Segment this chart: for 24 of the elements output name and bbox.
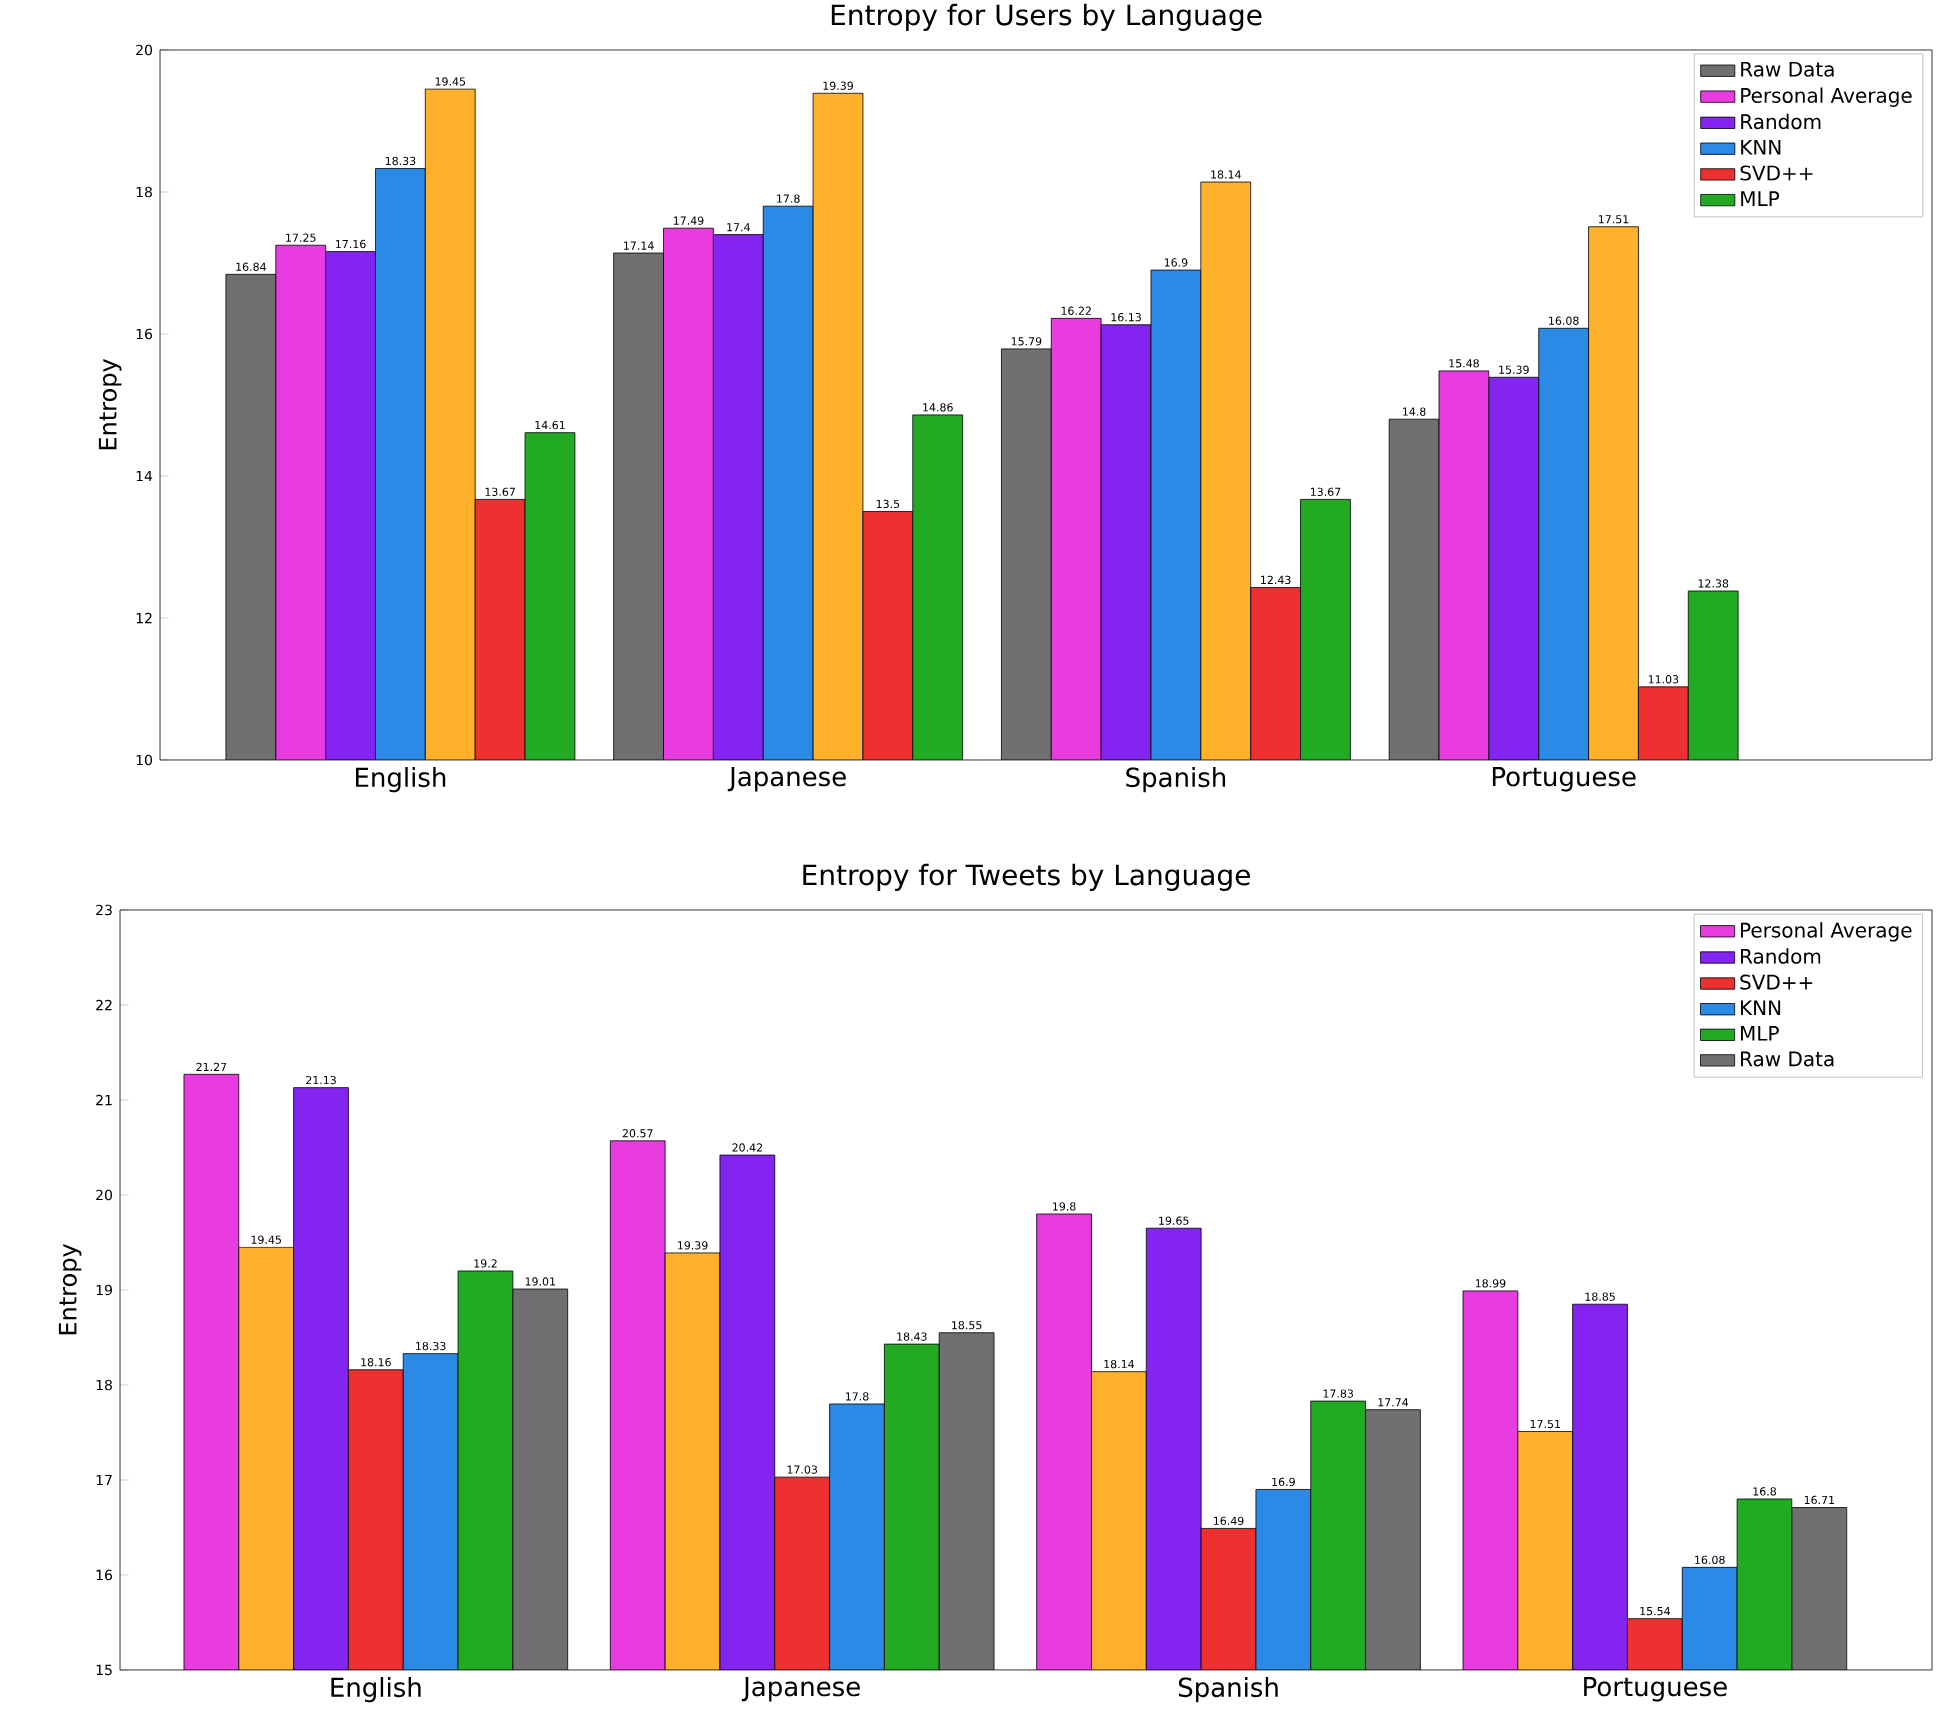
- legend-label: Raw Data: [1741, 61, 1834, 77]
- chart-title: Entropy for Users by Language: [831, 3, 1262, 31]
- legend-label: Personal Average: [1741, 922, 1912, 942]
- x-tick-label: English: [356, 767, 446, 793]
- legend-label: KNN: [1741, 1000, 1781, 1015]
- y-axis-title: Entropy: [58, 1244, 82, 1335]
- x-tick-label: Japanese: [741, 1677, 860, 1702]
- x-tick-label: Spanish: [1178, 1677, 1278, 1703]
- legend-label: MLP: [1741, 1026, 1779, 1041]
- x-tick-label: English: [331, 1677, 421, 1703]
- legend-label: Raw Data: [1741, 1051, 1834, 1067]
- x-tick-label: Portuguese: [1584, 1677, 1727, 1702]
- x-tick-label: Portuguese: [1492, 767, 1636, 792]
- legend-label: Random: [1741, 948, 1821, 964]
- legend-label: MLP: [1741, 191, 1780, 206]
- legend-label: Random: [1741, 113, 1821, 130]
- x-tick-label: Spanish: [1126, 767, 1226, 793]
- legend-label: Personal Average: [1741, 87, 1912, 107]
- legend-label: SVD++: [1740, 974, 1813, 990]
- legend-label: SVD++: [1740, 165, 1813, 181]
- x-tick-label: Japanese: [727, 767, 846, 792]
- chart-title: Entropy for Tweets by Language: [803, 863, 1250, 891]
- legend-label: KNN: [1741, 139, 1781, 155]
- y-axis-title: Entropy: [98, 359, 122, 450]
